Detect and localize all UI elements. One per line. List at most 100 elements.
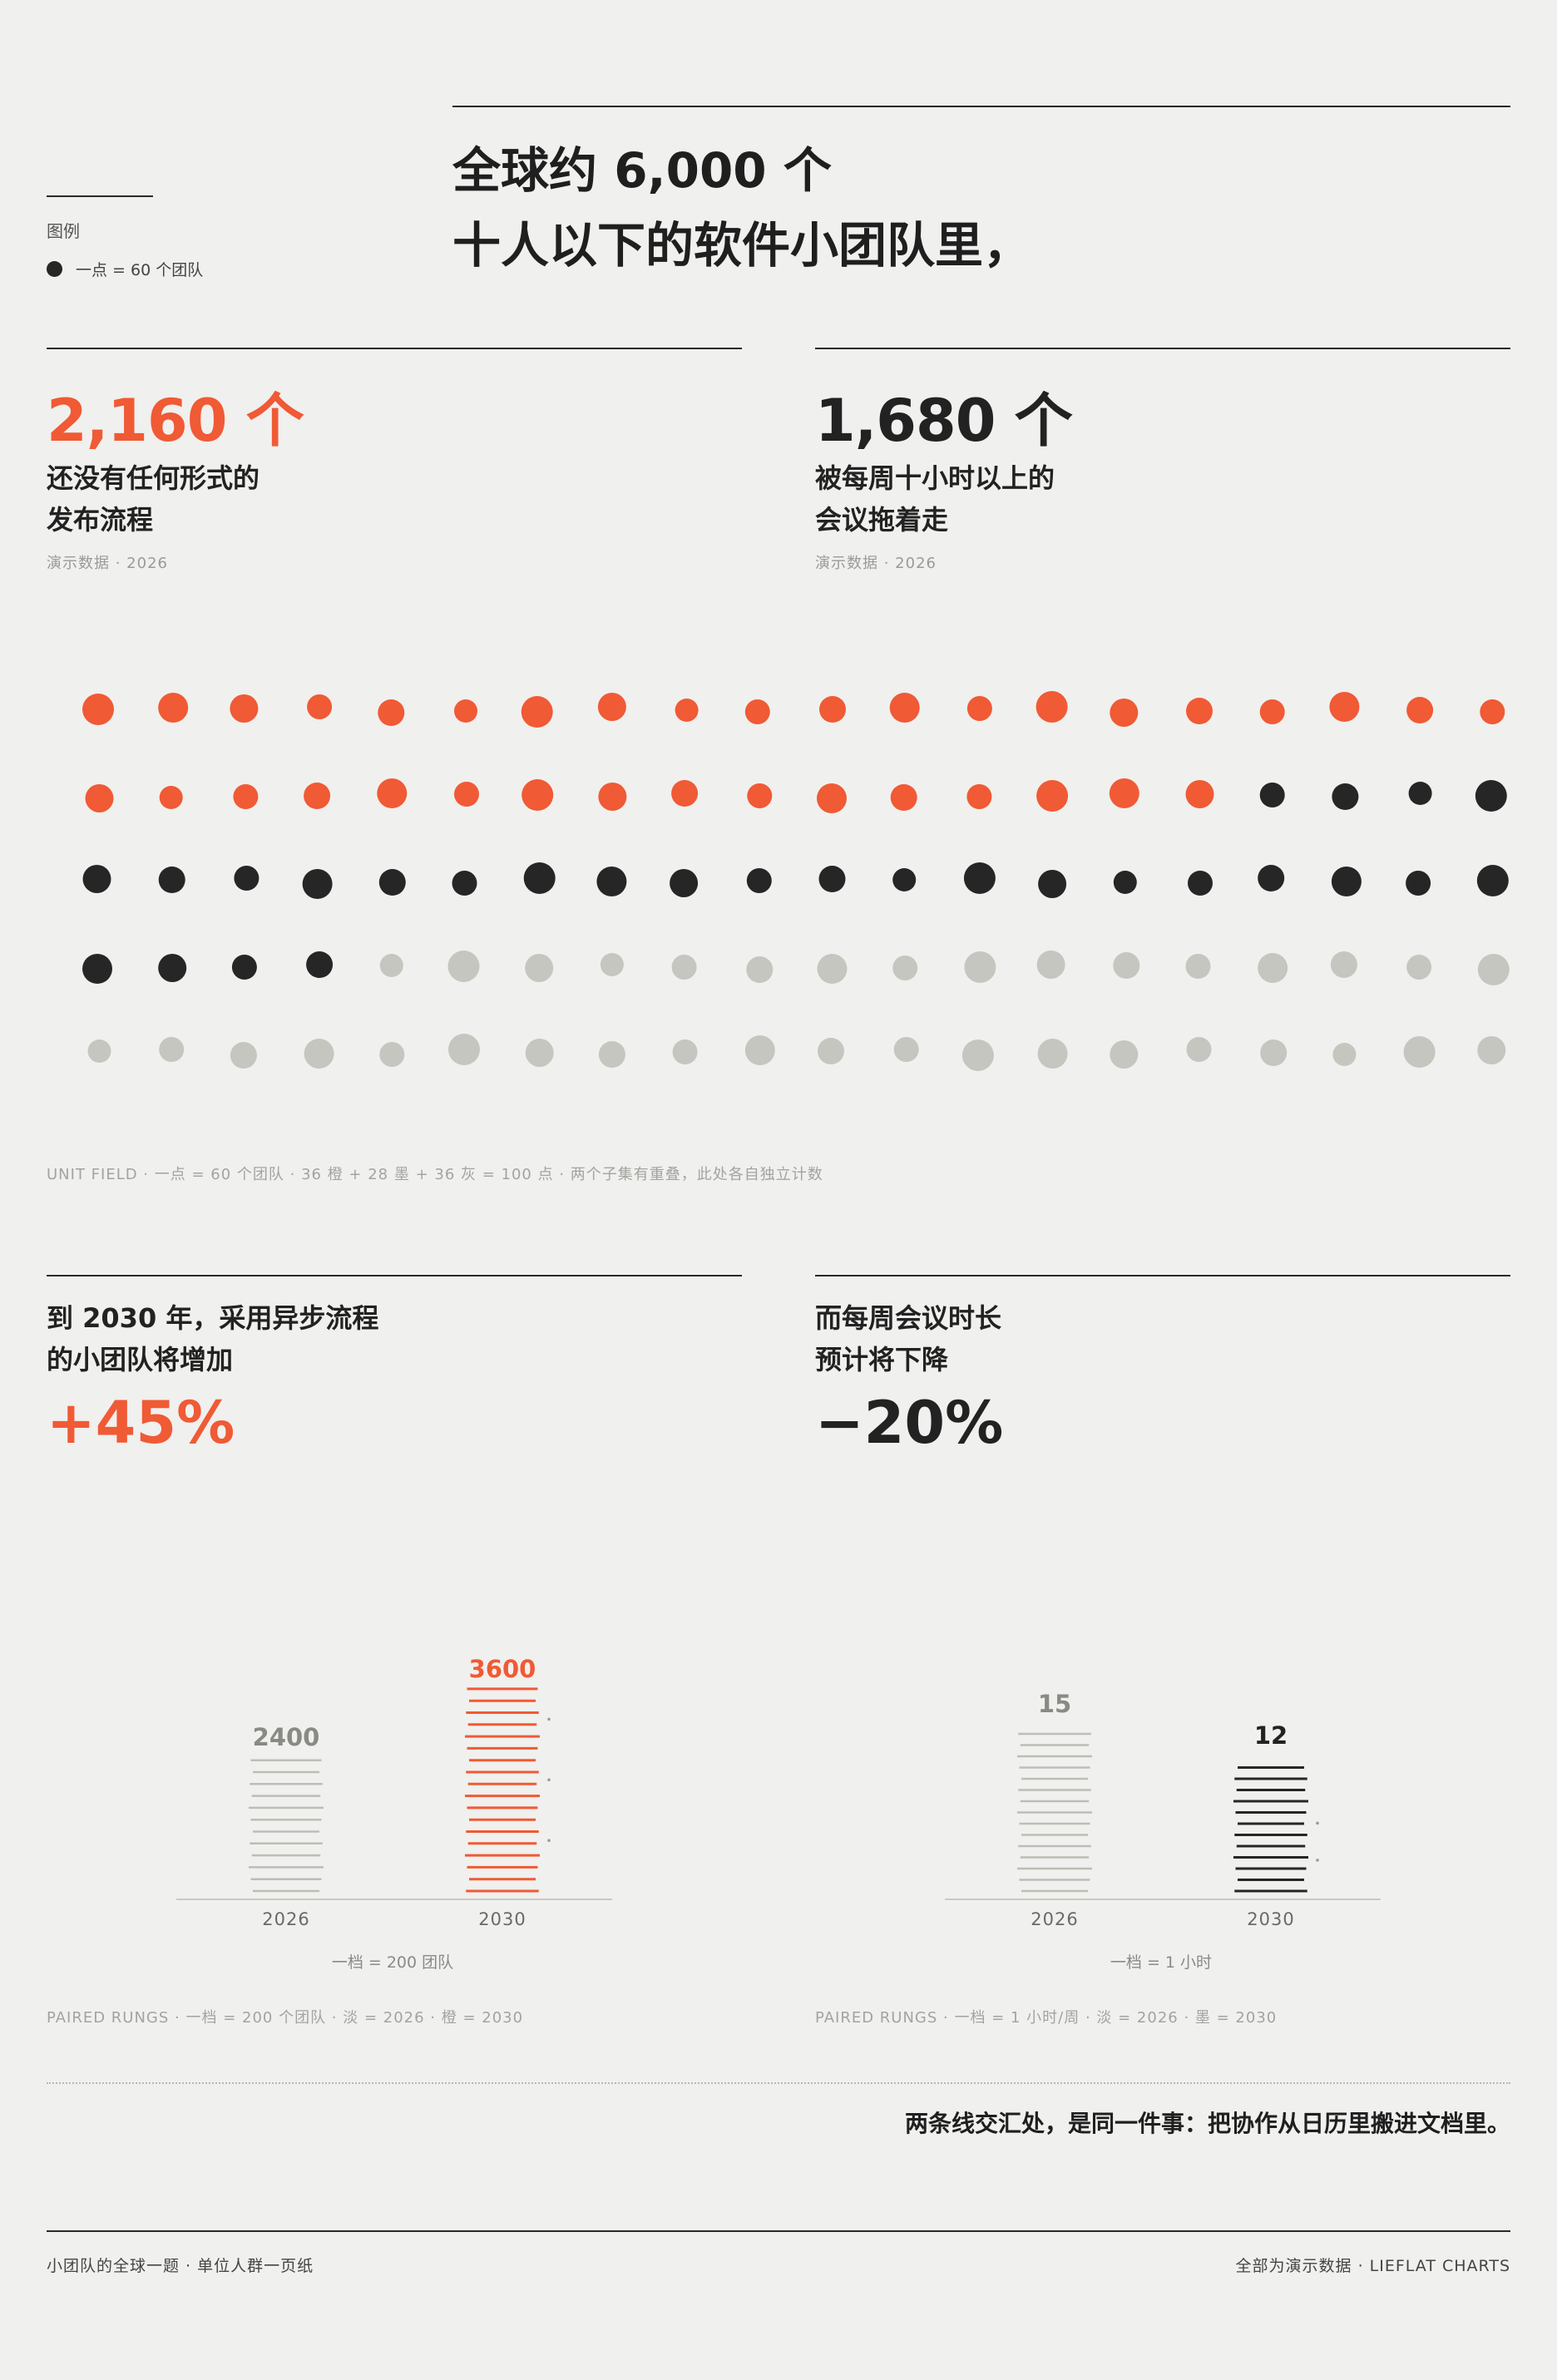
unit-dot	[889, 693, 920, 723]
unit-dot	[1406, 697, 1434, 723]
stat-right-rule	[815, 348, 1510, 349]
unit-dot	[1477, 1036, 1506, 1064]
unit-dot	[85, 784, 114, 812]
rungs-left-a-value: 2400	[252, 1723, 320, 1751]
unit-dot	[966, 696, 992, 721]
unit-dot	[1185, 780, 1214, 808]
unit-dot	[596, 867, 627, 896]
unit-dot	[1475, 780, 1507, 812]
unit-dot	[598, 1041, 625, 1068]
rungs-right-b-label: 2030	[1247, 1909, 1295, 1929]
trend-left-line-1: 到 2030 年，采用异步流程	[47, 1302, 379, 1334]
unit-dot	[1260, 1039, 1288, 1066]
rungs-left-unit: 一档 = 200 团队	[331, 1953, 454, 1972]
unit-dot	[306, 951, 334, 978]
unit-dot	[87, 1039, 111, 1063]
unit-dot	[82, 865, 111, 893]
unit-dot	[1480, 699, 1505, 724]
unit-dot	[1477, 954, 1510, 985]
rung-tick-mark	[547, 1717, 551, 1721]
stat-left-line-1: 还没有任何形式的	[47, 462, 260, 494]
unit-dot	[963, 862, 996, 894]
unit-dot	[966, 784, 992, 809]
unit-dot	[670, 869, 699, 897]
rungs-right-b-value: 12	[1253, 1721, 1288, 1750]
unit-dot	[158, 867, 185, 893]
unit-dot	[230, 1042, 257, 1069]
unit-dot	[672, 1039, 698, 1064]
unit-dot	[523, 862, 556, 894]
unit-dot	[817, 783, 847, 813]
unit-dot	[159, 1037, 185, 1062]
headline-rule	[452, 106, 1510, 107]
unit-dot	[231, 955, 257, 980]
rung-tick-mark	[1316, 1859, 1319, 1862]
unit-dot	[454, 782, 479, 807]
unit-dot	[304, 783, 331, 809]
unit-field-caption: UNIT FIELD · 一点 = 60 个团队 · 36 橙 + 28 墨 +…	[47, 1166, 823, 1183]
rungs-left-b-value: 3600	[468, 1655, 536, 1683]
unit-dot	[1329, 692, 1360, 722]
stat-left-meta: 演示数据 · 2026	[47, 555, 168, 572]
unit-dot	[600, 953, 624, 976]
unit-dot	[1330, 951, 1357, 978]
stat-right-number: 1,680 个	[815, 387, 1073, 455]
stat-left-number: 2,160 个	[47, 387, 304, 455]
unit-dot	[892, 955, 918, 980]
stat-right-text: 被每周十小时以上的 会议拖着走	[815, 457, 1055, 541]
legend-rule	[47, 195, 153, 197]
rungs-right-caption: PAIRED RUNGS · 一档 = 1 小时/周 · 淡 = 2026 · …	[815, 2009, 1278, 2027]
unit-dot	[1185, 954, 1211, 979]
rung-tick-mark	[547, 1839, 551, 1843]
legend-item-label: 一点 = 60 个团队	[76, 261, 204, 279]
unit-dot	[302, 869, 333, 899]
closing-statement: 两条线交汇处，是同一件事：把协作从日历里搬进文档里。	[904, 2110, 1510, 2137]
unit-dot	[892, 868, 917, 891]
headline: 全球约 6,000 个 十人以下的软件小团队里，	[452, 133, 1031, 283]
headline-line-1: 全球约 6,000 个	[452, 142, 832, 199]
trend-left-line-2: 的小团队将增加	[47, 1344, 234, 1375]
unit-dot	[1406, 955, 1432, 980]
unit-dot	[233, 784, 259, 809]
trend-right-rule	[815, 1275, 1510, 1276]
unit-dot	[1036, 691, 1068, 723]
unit-dot	[746, 868, 772, 893]
unit-dot	[379, 1042, 405, 1067]
unit-dot	[818, 1038, 844, 1064]
unit-dot	[1113, 871, 1137, 894]
footer-rule	[47, 2230, 1510, 2232]
rungs-right-a-label: 2026	[1031, 1909, 1079, 1929]
unit-dot	[961, 1039, 994, 1071]
unit-dot	[893, 1037, 919, 1062]
legend-title: 图例	[47, 221, 80, 241]
unit-dot	[230, 694, 259, 723]
trend-left-text: 到 2030 年，采用异步流程 的小团队将增加	[47, 1297, 378, 1380]
unit-dot	[1332, 783, 1359, 810]
unit-dot	[304, 1039, 334, 1069]
unit-dot	[1110, 1040, 1139, 1069]
unit-dot	[377, 778, 408, 808]
unit-dot	[1258, 865, 1285, 891]
unit-dot	[1036, 951, 1065, 979]
unit-dot	[378, 699, 405, 726]
unit-dot	[890, 784, 917, 811]
unit-dot	[379, 954, 403, 977]
unit-dot	[671, 780, 699, 807]
footer-left: 小团队的全球一题 · 单位人群一页纸	[47, 2257, 314, 2275]
trend-left-rule	[47, 1275, 742, 1276]
unit-dot	[1259, 783, 1285, 807]
stat-right-line-1: 被每周十小时以上的	[815, 462, 1055, 494]
unit-dot	[671, 955, 697, 980]
unit-dot	[82, 954, 112, 984]
unit-dot	[1403, 1036, 1436, 1068]
unit-dot	[817, 954, 848, 984]
unit-dot	[159, 786, 183, 809]
stat-left-text: 还没有任何形式的 发布流程	[47, 457, 260, 541]
rungs-left-b-label: 2030	[478, 1909, 526, 1929]
closing-divider	[47, 2082, 1510, 2084]
rung-tick-mark	[547, 1778, 551, 1782]
unit-dot	[448, 1034, 480, 1065]
trend-right-line-1: 而每周会议时长	[815, 1302, 1002, 1334]
footer-right: 全部为演示数据 · LIEFLAT CHARTS	[1235, 2257, 1510, 2275]
